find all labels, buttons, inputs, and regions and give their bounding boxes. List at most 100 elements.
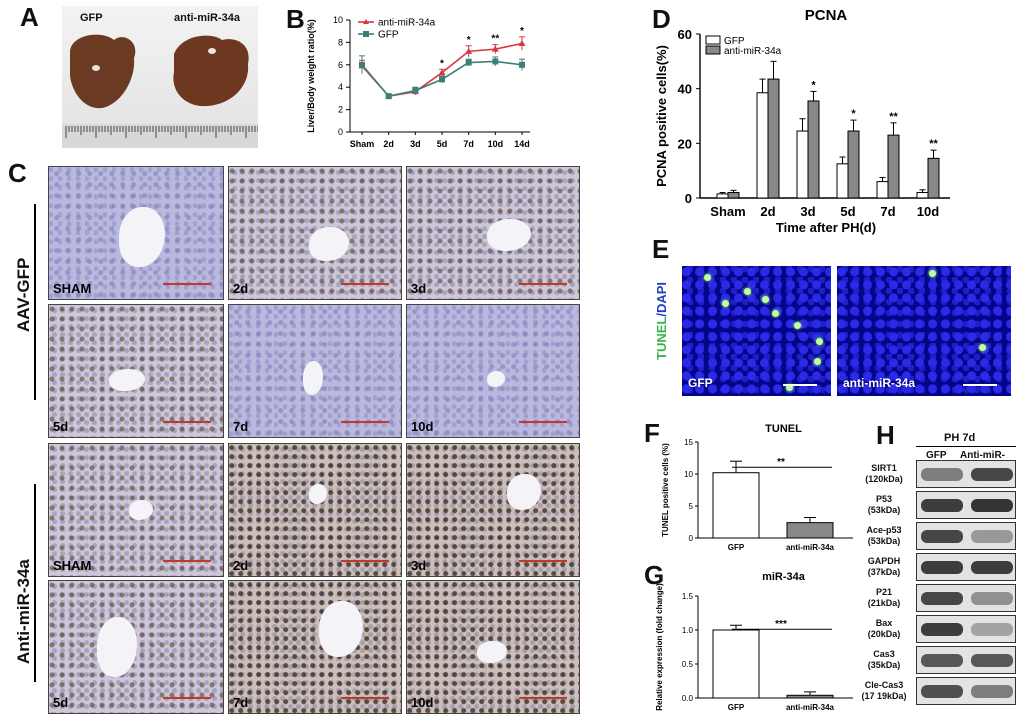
blot-protein-label: P53 (53kDa) bbox=[854, 494, 914, 516]
blot-band-gfp bbox=[921, 530, 963, 543]
panel-letter-d: D bbox=[652, 4, 671, 34]
y-tick-label-b: 6 bbox=[338, 60, 343, 70]
blot-protein-name: SIRT1 bbox=[871, 463, 897, 473]
ruler-ticks bbox=[65, 126, 258, 138]
x-tick-label-g: anti-miR-34a bbox=[786, 703, 835, 712]
fluo-scalebar-anti bbox=[963, 384, 997, 386]
x-tick-label-d: 10d bbox=[917, 204, 939, 219]
panel-letter-b: B bbox=[286, 4, 305, 34]
blot-protein-kda: (20kDa) bbox=[867, 629, 901, 639]
x-tick-label-d: 2d bbox=[760, 204, 775, 219]
legend-swatch-d bbox=[705, 35, 721, 45]
micrograph-label: SHAM bbox=[53, 558, 92, 573]
data-point-anti bbox=[491, 45, 499, 52]
blot-protein-label: GAPDH (37kDa) bbox=[854, 556, 914, 578]
x-tick-label-b: 5d bbox=[437, 139, 448, 149]
x-tick-label-g: GFP bbox=[728, 703, 745, 712]
y-tick-label-b: 10 bbox=[333, 15, 343, 25]
x-tick-label-d: 3d bbox=[800, 204, 815, 219]
blot-band-anti bbox=[971, 623, 1013, 636]
y-tick-label-d: 60 bbox=[678, 27, 692, 42]
micrograph-tile: 7d bbox=[228, 304, 402, 438]
y-tick-label-d: 0 bbox=[685, 191, 692, 206]
significance-d: ** bbox=[929, 138, 938, 150]
blot-band-anti bbox=[971, 468, 1013, 481]
x-axis-label-d: Time after PH(d) bbox=[776, 220, 876, 235]
micrograph-tile: 10d bbox=[406, 304, 580, 438]
significance-f: ** bbox=[777, 457, 785, 468]
panel-letter-e: E bbox=[652, 234, 670, 264]
legend-marker-b bbox=[363, 31, 369, 37]
y-tick-label-g: 0.0 bbox=[682, 694, 694, 703]
bar-d-gfp bbox=[716, 193, 729, 199]
fluo-sep-text: / bbox=[654, 313, 669, 317]
bar-d-gfp bbox=[756, 92, 769, 199]
micrograph-tile: 3d bbox=[406, 166, 580, 300]
fluo-dapi-text: DAPI bbox=[654, 281, 669, 314]
data-point-gfp bbox=[465, 59, 472, 66]
scale-bar bbox=[341, 421, 389, 423]
blot-protein-name: P53 bbox=[875, 494, 892, 504]
y-tick-label-f: 15 bbox=[684, 438, 693, 447]
blot-protein-kda: (120kDa) bbox=[865, 474, 903, 484]
blot-band-gfp bbox=[921, 468, 963, 481]
fluo-axis-label: TUNEL/DAPI bbox=[654, 282, 669, 360]
y-axis-label-b: Liver/Body weight ratio(%) bbox=[306, 19, 316, 133]
blot-band-anti bbox=[971, 592, 1013, 605]
significance-b: * bbox=[440, 58, 444, 69]
scale-bar bbox=[163, 697, 211, 699]
vessel-lumen bbox=[119, 207, 165, 267]
chart-b: 0 2 4 6 8 10 Sham 2d 3d 5d 7d 10d 14d Liver/Body weig… bbox=[306, 15, 530, 149]
data-point-anti bbox=[438, 69, 446, 76]
y-tick-label-g: 1.5 bbox=[682, 592, 694, 601]
blot-row bbox=[916, 584, 1016, 612]
group-bar-anti bbox=[34, 484, 36, 682]
micrograph-label: 10d bbox=[411, 419, 434, 434]
micrograph-tile: 7d bbox=[228, 580, 402, 714]
x-tick-label-b: 2d bbox=[383, 139, 394, 149]
fluo-tunel-text: TUNEL bbox=[654, 316, 669, 360]
liver-gfp-label: GFP bbox=[80, 12, 103, 24]
group-bar-gfp bbox=[34, 204, 36, 400]
fluo-image-anti: anti-miR-34a bbox=[837, 266, 1011, 396]
significance-g: *** bbox=[775, 619, 787, 630]
scale-bar bbox=[163, 421, 211, 423]
scale-bar bbox=[519, 421, 567, 423]
vessel-lumen bbox=[309, 484, 327, 504]
blot-protein-kda: (37kDa) bbox=[867, 567, 901, 577]
micrograph-tile: 3d bbox=[406, 443, 580, 577]
vessel-lumen bbox=[507, 474, 541, 510]
y-tick-label-f: 0 bbox=[689, 534, 694, 543]
micrograph-tile: 2d bbox=[228, 443, 402, 577]
micrograph-label: 2d bbox=[233, 558, 249, 573]
blot-band-gfp bbox=[921, 592, 963, 605]
blot-protein-kda: (21kDa) bbox=[867, 598, 901, 608]
blot-band-gfp bbox=[921, 499, 963, 512]
micrograph-label: 3d bbox=[411, 281, 427, 296]
vessel-lumen bbox=[309, 227, 349, 261]
data-point-anti bbox=[465, 47, 473, 54]
data-point-gfp bbox=[439, 76, 445, 83]
significance-b: * bbox=[467, 35, 471, 46]
blot-band-gfp bbox=[921, 654, 963, 667]
bar-g bbox=[786, 694, 834, 699]
scale-bar bbox=[341, 283, 389, 285]
data-point-gfp bbox=[519, 61, 525, 68]
data-point-gfp bbox=[492, 58, 499, 65]
micrograph-label: 2d bbox=[233, 281, 249, 296]
x-tick-label-d: 7d bbox=[880, 204, 895, 219]
panel-letter-g: G bbox=[644, 560, 665, 590]
x-tick-label-f: GFP bbox=[728, 543, 745, 552]
scale-bar bbox=[519, 697, 567, 699]
bar-d-gfp bbox=[796, 130, 809, 199]
micrograph-tile: SHAM bbox=[48, 166, 224, 300]
vessel-lumen bbox=[477, 641, 507, 663]
blot-title-line bbox=[916, 446, 1016, 447]
bar-d-anti bbox=[927, 157, 940, 199]
vessel-lumen bbox=[303, 361, 323, 395]
micrograph-label: 5d bbox=[53, 419, 69, 434]
bar-d-anti bbox=[727, 192, 740, 199]
blot-band-anti bbox=[971, 685, 1013, 698]
blot-band-gfp bbox=[921, 561, 963, 574]
scale-bar bbox=[519, 283, 567, 285]
